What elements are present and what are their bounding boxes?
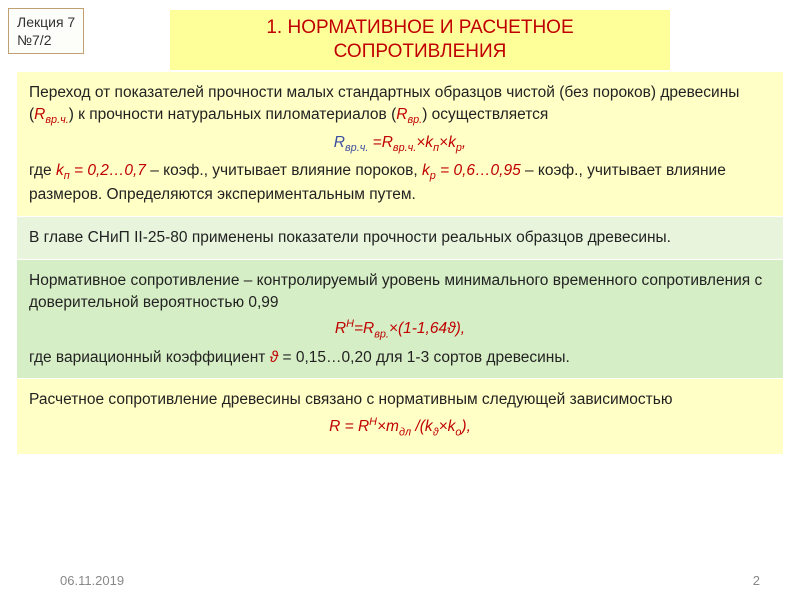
content-area: Переход от показателей прочности малых с… — [17, 72, 783, 455]
b3-intro: Нормативное сопротивление – контролируем… — [29, 272, 762, 311]
b4-fb: ×m — [377, 418, 399, 435]
page-title: 1. НОРМАТИВНОЕ И РАСЧЕТНОЕ СОПРОТИВЛЕНИЯ — [170, 10, 670, 70]
b1-sym2: R — [396, 106, 407, 123]
b3-f-a: R — [335, 320, 346, 337]
b4-fa: R = R — [329, 418, 369, 435]
f-r2: R — [382, 134, 393, 151]
b3-f-bsub: вр. — [374, 328, 389, 340]
b1-intro-b: ) к прочности натуральных пиломатериалов… — [69, 106, 397, 123]
lecture-line2: №7/2 — [17, 32, 51, 48]
footer-page: 2 — [753, 573, 760, 588]
b4-fd: ×k — [439, 418, 456, 435]
f-tail: , — [462, 134, 466, 151]
b4-fc: /(k — [411, 418, 433, 435]
b1-formula: Rвр.ч. =Rвр.ч.×kп×kр, — [29, 132, 771, 156]
b4-formula: R = RН×mдл /(kϑ×kо), — [29, 415, 771, 440]
b2-text: В главе СНиП II-25-80 применены показате… — [29, 229, 671, 246]
b3-f-b: =R — [354, 320, 374, 337]
f-mid: ×k — [416, 134, 433, 151]
b1-sub2: вр. — [407, 114, 422, 126]
lecture-line1: Лекция 7 — [17, 14, 75, 30]
f-mid2: ×k — [439, 134, 456, 151]
block-snip: В главе СНиП II-25-80 применены показате… — [17, 217, 783, 260]
b4-fsup: Н — [369, 416, 377, 428]
b1-intro-c: ) осуществляется — [422, 106, 548, 123]
b1-sub1: вр.ч. — [45, 114, 68, 126]
f-eq: = — [368, 134, 381, 151]
b1-kn-desc: – коэф., учитывает влияние пороков, — [146, 162, 422, 179]
b3-theta: ϑ — [270, 349, 279, 366]
b1-kp: k — [422, 162, 430, 179]
b1-kn-val: = 0,2…0,7 — [70, 162, 146, 179]
block-transition: Переход от показателей прочности малых с… — [17, 72, 783, 217]
b3-where: где вариационный коэффициент — [29, 349, 270, 366]
f-lhs: R — [334, 134, 345, 151]
footer-date: 06.11.2019 — [60, 573, 124, 588]
block-normative: Нормативное сопротивление – контролируем… — [17, 260, 783, 379]
b1-where: где — [29, 162, 56, 179]
b4-fe: ), — [461, 418, 470, 435]
b3-f-c: ×(1-1,64ϑ), — [389, 320, 465, 337]
block-design: Расчетное сопротивление древесины связан… — [17, 379, 783, 455]
f-lhs-sub: вр.ч. — [345, 142, 368, 154]
b3-formula: RН=Rвр.×(1-1,64ϑ), — [29, 317, 771, 342]
b1-kp-val: = 0,6…0,95 — [436, 162, 521, 179]
b1-kn: k — [56, 162, 64, 179]
f-r2-sub: вр.ч. — [393, 142, 416, 154]
b4-fbsub: дл — [399, 426, 411, 438]
b3-f-sup: Н — [346, 318, 354, 330]
b4-intro: Расчетное сопротивление древесины связан… — [29, 391, 672, 408]
b1-sym1: R — [34, 106, 45, 123]
b3-theta-val: = 0,15…0,20 для 1-3 сортов древесины. — [278, 349, 570, 366]
lecture-label: Лекция 7 №7/2 — [8, 8, 84, 54]
